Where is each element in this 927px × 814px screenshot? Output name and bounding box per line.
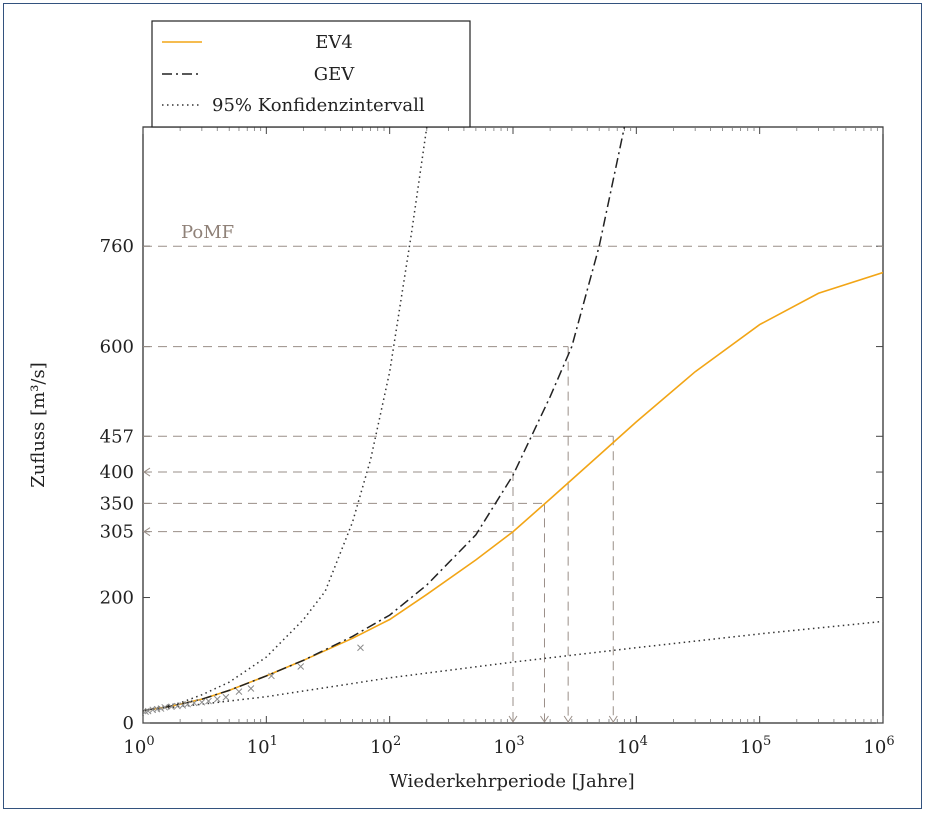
observation-marker: [190, 699, 198, 707]
x-tick-label: 100: [123, 734, 154, 758]
observation-marker: [174, 702, 181, 710]
series-gev: [143, 127, 626, 712]
y-axis-label: Zufluss [m³/s]: [28, 362, 49, 488]
observation-marker: [213, 695, 221, 703]
observation-marker: [222, 693, 230, 701]
x-tick-label: 105: [740, 734, 771, 758]
y-tick-label: 457: [100, 426, 134, 447]
legend-label-ev4: EV4: [315, 32, 353, 53]
legend-label-gev: GEV: [314, 64, 356, 85]
axes-box: [142, 126, 884, 724]
observation-marker: [198, 698, 206, 706]
guide-arrow-down: [508, 715, 518, 723]
guide-lines: [143, 245, 883, 723]
observation-marker: [184, 700, 191, 708]
y-tick-label: 200: [100, 588, 134, 609]
observation-marker: [179, 702, 187, 709]
observation-marker: [205, 697, 212, 705]
observation-marker: [161, 703, 169, 711]
guide-arrow-down: [540, 715, 549, 723]
series-confidence-lower: [143, 620, 883, 712]
x-tick-label: 103: [493, 734, 524, 758]
legend-box: [151, 20, 471, 128]
tick-labels: 100 101 102 103 104 105 106 0 200 305 350 400 457 600…: [100, 236, 895, 758]
observation-marker: [247, 685, 255, 692]
legend-label-confidence: 95% Konfidenzintervall: [212, 95, 425, 116]
observation-marker: [235, 688, 243, 695]
y-tick-label: 0: [123, 713, 134, 734]
x-tick-label: 106: [863, 734, 894, 758]
observation-marker: [168, 703, 175, 711]
observation-marker: [357, 644, 364, 652]
plot-area: [143, 127, 883, 716]
x-tick-label: 101: [247, 734, 278, 758]
x-axis-label: Wiederkehrperiode [Jahre]: [389, 771, 634, 792]
y-tick-label: 400: [100, 462, 134, 483]
guide-arrow-down: [563, 715, 573, 723]
observation-marker: [297, 663, 305, 670]
y-tick-label: 350: [100, 493, 134, 514]
guide-arrow-left: [143, 527, 151, 537]
observation-marker: [157, 705, 165, 712]
y-tick-label: 600: [100, 337, 134, 358]
pomf-annotation: PoMF: [181, 222, 234, 243]
y-tick-label: 305: [100, 522, 134, 543]
guide-arrow-down: [608, 715, 618, 723]
observation-marker: [143, 708, 149, 716]
figure-frame: [3, 3, 922, 809]
y-tick-label: 760: [100, 236, 134, 257]
legend: EV4 GEV 95% Konfidenzintervall: [151, 20, 471, 128]
observation-marker: [268, 672, 275, 680]
series-ev4: [143, 271, 883, 712]
guide-arrow-left: [143, 467, 151, 477]
axes: [142, 126, 884, 724]
x-tick-label: 102: [370, 734, 401, 758]
x-tick-label: 104: [617, 734, 648, 758]
